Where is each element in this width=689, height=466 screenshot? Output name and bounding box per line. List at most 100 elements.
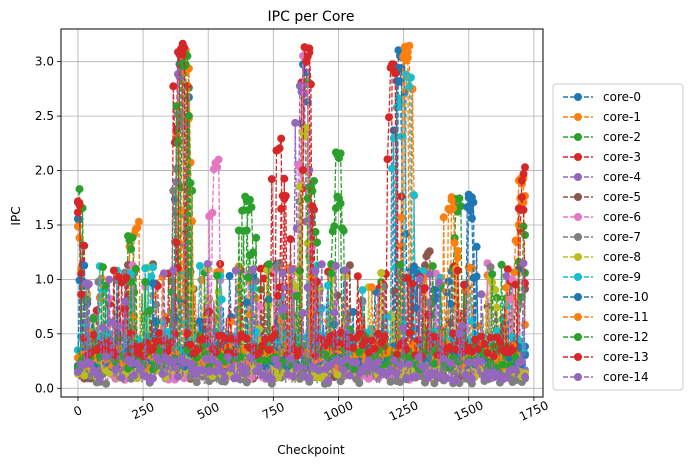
legend-label: core-7 — [603, 230, 641, 244]
series-point-core-3 — [519, 169, 528, 178]
series-point-core-10 — [472, 272, 481, 281]
series-point-core-10 — [225, 272, 234, 280]
series-point-core-3 — [256, 264, 265, 273]
series-point-core-11 — [450, 238, 459, 247]
legend-label: core-11 — [603, 310, 649, 324]
series-point-core-14 — [467, 374, 476, 383]
series-point-core-14 — [311, 267, 320, 276]
series-point-core-14 — [305, 373, 314, 382]
series-point-core-13 — [186, 340, 195, 349]
series-point-core-14 — [95, 374, 104, 383]
series-point-core-13 — [155, 329, 164, 338]
y-tick-label: 0.0 — [35, 381, 54, 395]
series-point-core-12 — [89, 314, 98, 323]
series-point-core-14 — [203, 260, 212, 268]
series-point-core-14 — [105, 275, 114, 284]
series-point-core-6 — [255, 302, 264, 311]
series-point-core-14 — [73, 368, 82, 376]
series-point-core-13 — [519, 205, 528, 214]
series-point-core-14 — [170, 363, 179, 372]
legend-label: core-1 — [603, 110, 641, 124]
legend-swatch-marker — [574, 113, 582, 121]
plot-area — [73, 39, 529, 388]
series-point-core-11 — [367, 283, 376, 292]
x-tick-label: 1750 — [517, 398, 551, 424]
series-point-core-13 — [367, 336, 376, 345]
series-point-core-9 — [405, 82, 414, 91]
x-tick-label: 1000 — [322, 398, 356, 424]
series-point-core-12 — [336, 199, 345, 208]
series-point-core-12 — [292, 292, 301, 300]
x-tick-label: 500 — [195, 400, 222, 422]
legend-swatch-marker — [574, 153, 582, 161]
series-point-core-2 — [339, 226, 348, 235]
legend-swatch-marker — [574, 273, 582, 281]
series-point-core-13 — [489, 352, 498, 361]
series-point-core-14 — [411, 372, 420, 381]
series-point-core-14 — [158, 370, 167, 379]
series-point-core-14 — [278, 269, 287, 278]
series-point-core-12 — [213, 271, 222, 280]
series-point-core-6 — [213, 163, 222, 172]
series-point-core-10 — [195, 317, 204, 326]
series-point-core-2 — [252, 233, 261, 242]
legend-swatch-marker — [574, 173, 582, 181]
series-point-core-14 — [352, 358, 361, 367]
series-point-core-14 — [224, 353, 232, 362]
series-point-core-9 — [141, 264, 150, 273]
series-point-core-12 — [181, 60, 190, 69]
series-point-core-10 — [149, 279, 157, 288]
series-point-core-4 — [291, 118, 300, 127]
series-point-core-13 — [477, 332, 486, 341]
legend-swatch-marker — [574, 133, 582, 141]
series-point-core-2 — [188, 186, 197, 195]
series-point-core-12 — [98, 263, 107, 272]
series-point-core-13 — [474, 345, 483, 353]
series-point-core-14 — [414, 353, 423, 362]
legend-swatch-marker — [574, 193, 582, 201]
legend: core-0 core-1 core-2 core-3 core-4 core-5 core… — [552, 83, 684, 391]
series-point-core-11 — [502, 283, 511, 292]
series-point-core-13 — [380, 332, 389, 341]
series-point-core-14 — [227, 364, 236, 373]
series-point-core-13 — [385, 113, 393, 122]
y-tick-label: 1.5 — [35, 218, 54, 232]
series-point-core-14 — [303, 283, 312, 292]
series-point-core-14 — [458, 321, 467, 330]
series-point-core-14 — [345, 371, 354, 380]
series-point-core-12 — [313, 238, 322, 247]
series-point-core-14 — [117, 373, 126, 382]
series-point-core-13 — [75, 199, 84, 208]
series-point-core-9 — [358, 286, 367, 295]
series-point-core-13 — [242, 334, 251, 343]
series-point-core-13 — [77, 290, 86, 299]
series-point-core-13 — [286, 235, 295, 244]
series-point-core-9 — [195, 261, 204, 270]
series-point-core-11 — [439, 213, 448, 222]
series-point-core-11 — [402, 56, 411, 65]
series-point-core-12 — [234, 226, 243, 235]
series-point-core-14 — [374, 358, 383, 367]
y-tick-label: 3.0 — [35, 55, 54, 69]
series-point-core-14 — [149, 374, 157, 383]
series-point-core-14 — [421, 363, 429, 371]
legend-label: core-4 — [603, 170, 641, 184]
series-point-core-14 — [317, 260, 326, 269]
series-point-core-13 — [421, 284, 429, 293]
series-point-core-13 — [408, 279, 417, 288]
y-tick-label: 1.0 — [35, 272, 54, 286]
series-point-core-3 — [521, 163, 529, 172]
series-point-core-14 — [249, 265, 257, 274]
legend-label: core-10 — [603, 290, 649, 304]
series-point-core-12 — [244, 273, 253, 282]
series-point-core-1 — [134, 217, 143, 226]
series-point-core-13 — [521, 279, 529, 288]
series-point-core-12 — [184, 111, 193, 120]
series-point-core-5 — [446, 318, 454, 327]
series-point-core-14 — [452, 376, 461, 385]
series-point-core-13 — [109, 266, 118, 275]
series-point-core-10 — [242, 298, 251, 307]
series-point-core-14 — [120, 297, 129, 306]
series-point-core-4 — [477, 290, 486, 299]
series-point-core-13 — [255, 348, 264, 357]
